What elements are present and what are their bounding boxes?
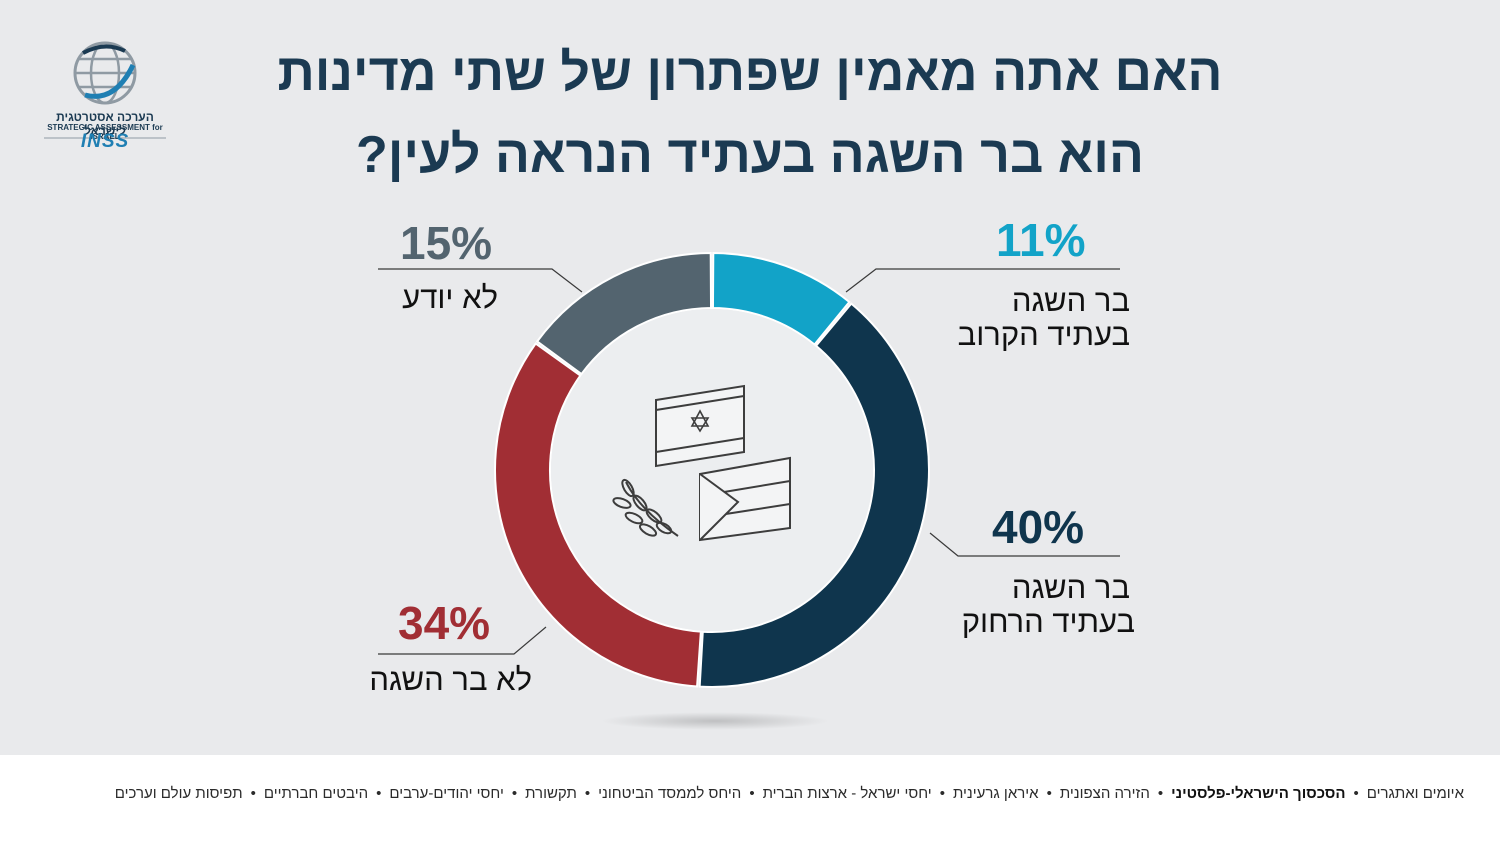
footer-separator: • — [1046, 785, 1052, 802]
footer-topic-link[interactable]: איראן גרעינית — [952, 785, 1039, 802]
topic-navigation: איומים ואתגרים • הסכסוך הישראלי-פלסטיני • הז… — [111, 785, 1468, 802]
flags-olive-branch-icon — [612, 384, 791, 542]
footer-separator: • — [1157, 785, 1164, 802]
footer-topic-link[interactable]: תפיסות עולם וערכים — [114, 785, 243, 802]
logo-brand: INSS — [80, 131, 130, 152]
page-title-line1: האם אתה מאמין שפתרון של שתי מדינות — [277, 44, 1223, 102]
leader-line-near-future — [845, 268, 1120, 293]
value-label-near-future: 11% — [996, 214, 1086, 266]
category-label-dont-know: לא יודע — [402, 280, 498, 315]
footer-topic-link[interactable]: תקשורת — [525, 785, 577, 802]
footer-separator: • — [511, 785, 518, 802]
footer-separator: • — [250, 785, 256, 802]
category-label-far-future-line2: בעתיד הרחוק — [961, 604, 1135, 639]
footer-separator: • — [584, 785, 591, 802]
category-label-near-future-line1: בר השגה — [1011, 283, 1130, 318]
footer-topic-link[interactable]: יחסי ישראל - ארצות הברית — [762, 785, 932, 802]
value-label-dont-know: 15% — [400, 217, 493, 269]
footer-topic-link[interactable]: איומים ואתגרים — [1366, 785, 1464, 802]
category-label-near-future-line2: בעתיד הקרוב — [957, 317, 1130, 352]
category-label-not-achievable: לא בר השגה — [369, 662, 532, 697]
page-title-line2: הוא בר השגה בעתיד הנראה לעין? — [355, 126, 1145, 184]
footer-topic-link[interactable]: הסכסוך הישראלי-פלסטיני — [1171, 785, 1346, 802]
footer-separator: • — [376, 785, 382, 802]
footer-bar — [0, 755, 1500, 844]
footer-topic-link[interactable]: היחס לממסד הביטחוני — [598, 785, 742, 802]
value-label-far-future: 40% — [992, 501, 1085, 553]
footer-topic-link[interactable]: יחסי יהודים-ערבים — [389, 785, 504, 802]
donut-slice-far-future — [698, 302, 930, 688]
footer-topic-link[interactable]: הזירה הצפונית — [1059, 785, 1150, 802]
value-label-not-achievable: 34% — [398, 597, 491, 649]
leader-line-far-future — [929, 532, 1120, 557]
donut-hole — [551, 309, 873, 631]
footer-separator: • — [749, 785, 755, 802]
logo-org-english: STRATEGIC ASSESSMENT for ISRAEL — [47, 123, 163, 141]
donut-slice-not-achievable — [494, 342, 702, 688]
leader-line-dont-know — [378, 268, 583, 293]
donut-slice-dont-know — [535, 251, 713, 376]
donut-chart — [378, 251, 1120, 688]
globe-logo-icon — [44, 41, 166, 139]
logo-org-hebrew: הערכה אסטרטגית לישראל — [56, 110, 154, 138]
footer-separator: • — [939, 785, 945, 802]
category-label-far-future-line1: בר השגה — [1011, 570, 1130, 605]
footer-topic-link[interactable]: היבטים חברתיים — [263, 785, 369, 802]
footer-separator: • — [1353, 785, 1359, 802]
leader-line-not-achievable — [378, 626, 547, 655]
donut-slice-near-future — [711, 251, 851, 346]
chart-shadow — [600, 712, 830, 730]
